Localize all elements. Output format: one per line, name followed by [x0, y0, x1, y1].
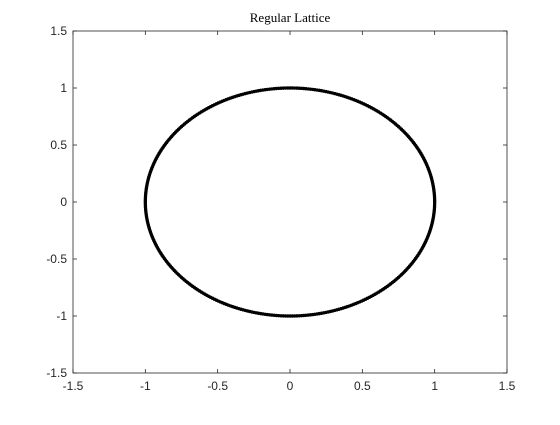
y-axis: -1.5 -1 -0.5 0 0.5 1 1.5: [46, 24, 507, 380]
series-regular-lattice: [143, 86, 437, 318]
y-tick-label: -1: [56, 309, 67, 323]
plot-area: [72, 30, 508, 374]
y-tick-label: 1.5: [50, 24, 67, 38]
x-tick-label: 0: [287, 379, 294, 393]
y-tick-label: -1.5: [46, 366, 67, 380]
y-tick-label: 0: [60, 195, 67, 209]
y-tick-label: -0.5: [46, 252, 67, 266]
x-tick-label: 1: [431, 379, 438, 393]
chart-title: Regular Lattice: [250, 10, 331, 25]
y-tick-label: 0.5: [50, 138, 67, 152]
x-tick-label: -0.5: [207, 379, 228, 393]
x-axis: -1.5 -1 -0.5 0 0.5 1 1.5: [63, 31, 516, 393]
y-tick-label: 1: [60, 81, 67, 95]
x-tick-label: 1.5: [499, 379, 516, 393]
data-point: [432, 202, 437, 206]
x-tick-label: -1.5: [63, 379, 84, 393]
x-tick-label: -1: [140, 379, 151, 393]
x-tick-label: 0.5: [354, 379, 371, 393]
